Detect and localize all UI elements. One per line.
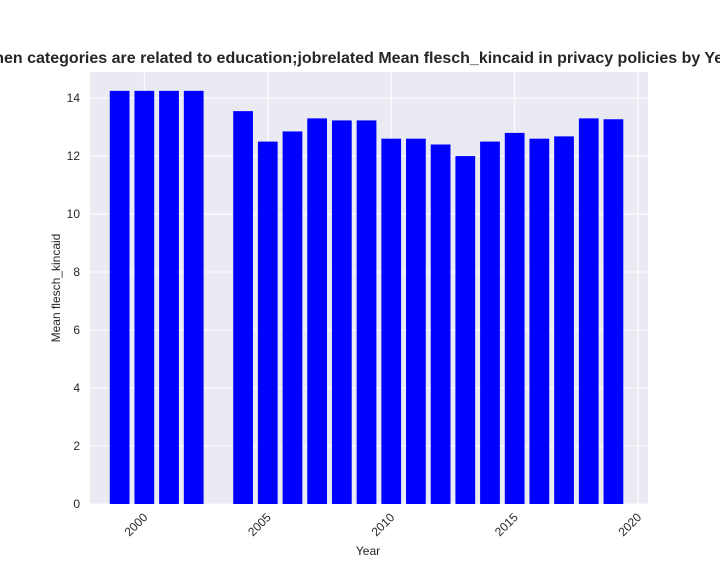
y-tick-label: 12 (67, 149, 81, 163)
bar-2008 (331, 120, 352, 504)
y-tick-label: 6 (73, 323, 80, 337)
bar-2017 (554, 136, 574, 504)
y-axis-label: Mean flesch_kincaid (49, 234, 63, 343)
bar-2019 (603, 119, 624, 504)
bar-2007 (307, 118, 328, 505)
bar-2000 (134, 90, 155, 504)
bar-1999 (109, 90, 130, 504)
bar-2011 (406, 138, 426, 504)
bar-2005 (257, 141, 278, 504)
y-tick-label: 8 (73, 265, 80, 279)
bar-2015 (504, 132, 525, 504)
y-tick-label: 14 (67, 91, 81, 105)
bar-2009 (356, 120, 377, 504)
bar-2014 (480, 141, 500, 504)
x-axis-label: Year (356, 544, 380, 558)
y-tick-label: 2 (73, 439, 80, 453)
chart-title: when categories are related to education… (0, 50, 720, 67)
bar-2013 (455, 156, 476, 504)
bar-2016 (529, 138, 550, 504)
bar-2004 (233, 111, 253, 505)
bars (109, 90, 624, 505)
bar-2002 (183, 90, 204, 504)
y-axis-ticks: 0 2 4 6 8 10 12 14 (67, 91, 81, 511)
y-tick-label: 0 (73, 497, 80, 511)
bar-2001 (159, 90, 179, 504)
bar-2006 (282, 131, 303, 504)
bar-2018 (578, 118, 599, 505)
bar-2012 (430, 144, 451, 504)
y-tick-label: 10 (67, 207, 81, 221)
bar-2010 (381, 138, 402, 504)
y-tick-label: 4 (73, 381, 80, 395)
